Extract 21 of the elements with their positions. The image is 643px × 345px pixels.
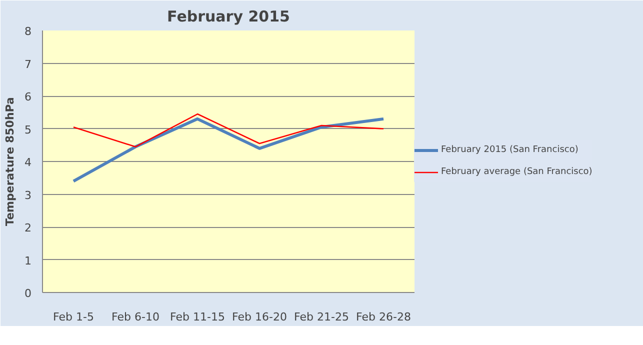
x-tick-label: Feb 16-20: [232, 310, 287, 324]
legend-label: February average (San Francisco): [441, 166, 592, 178]
y-axis-title: Temperature 850hPa: [4, 97, 16, 226]
y-tick-label: 3: [24, 188, 32, 202]
x-tick-label: Feb 6-10: [112, 310, 160, 324]
y-tick-label: 5: [24, 123, 32, 136]
line-series: [72, 117, 385, 183]
line-series: [72, 113, 384, 148]
x-tick-label: Feb 11-15: [170, 310, 225, 324]
x-tick-label: Feb 21-25: [294, 310, 349, 324]
y-tick-label: 2: [24, 222, 32, 234]
y-tick-label: 1: [24, 254, 32, 268]
chart-title: February 2015: [167, 8, 290, 26]
x-tick-label: Feb 26-28: [356, 310, 411, 324]
x-tick-label: Feb 1-5: [53, 310, 94, 324]
y-tick-label: 7: [24, 58, 32, 71]
legend-label: February 2015 (San Francisco): [441, 144, 578, 156]
y-tick-label: 4: [24, 156, 32, 169]
y-tick-label: 6: [24, 90, 32, 104]
y-tick-label: 8: [24, 25, 32, 38]
y-tick-label: 0: [24, 287, 32, 300]
